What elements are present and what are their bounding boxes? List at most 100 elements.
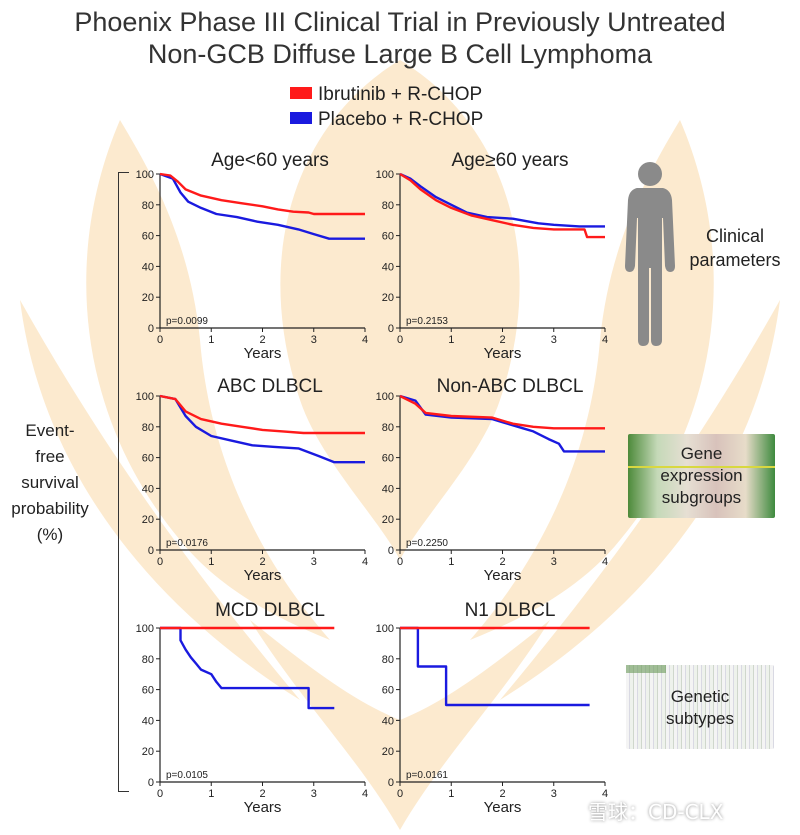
x-tick-label: 2 xyxy=(259,334,265,346)
survival-curve-ibrutinib xyxy=(159,394,365,435)
legend-swatch-red xyxy=(290,87,312,99)
heatmap-divider xyxy=(628,466,775,468)
survival-curve-placebo xyxy=(159,394,365,464)
x-tick-label: 2 xyxy=(499,788,505,800)
survival-curve-ibrutinib xyxy=(159,172,365,216)
gene-expression-heatmap-icon xyxy=(628,434,775,518)
y-tick-label: 40 xyxy=(382,261,394,273)
y-tick-label: 20 xyxy=(142,746,154,758)
side-label-line: parameters xyxy=(689,250,781,270)
survival-curve-placebo xyxy=(400,626,590,707)
x-tick-label: 4 xyxy=(602,788,608,800)
x-tick-label: 3 xyxy=(311,788,317,800)
p-value-annotation: p=0.0161 xyxy=(406,770,448,781)
x-tick-label: 4 xyxy=(602,334,608,346)
km-plot-n1: 0 20 40 60 80 100 0 1 2 3 4 Years p=0.0161 xyxy=(376,623,608,816)
x-tick-label: 3 xyxy=(311,556,317,568)
x-tick-label: 3 xyxy=(551,788,557,800)
matrix-block xyxy=(626,665,666,673)
x-tick-label: 2 xyxy=(499,334,505,346)
legend-item-placebo: Placebo + R-CHOP xyxy=(290,109,483,131)
survival-curve-ibrutinib xyxy=(399,394,605,430)
y-tick-label: 0 xyxy=(148,323,154,335)
p-value-annotation: p=0.0105 xyxy=(166,770,208,781)
y-tick-label: 20 xyxy=(382,292,394,304)
y-tick-label: 40 xyxy=(142,715,154,727)
x-tick-label: 0 xyxy=(157,334,163,346)
x-tick-label: 0 xyxy=(397,556,403,568)
km-plot-age-under-60: 0 20 40 60 80 100 0 1 2 3 4 Years p=0.0099 xyxy=(136,169,368,362)
km-plot-non-abc: 0 20 40 60 80 100 0 1 2 3 4 Years p=0.2250 xyxy=(376,391,608,584)
y-tick-label: 0 xyxy=(148,545,154,557)
x-axis-label: Years xyxy=(244,567,282,584)
y-tick-label: 0 xyxy=(148,777,154,789)
p-value-annotation: p=0.2250 xyxy=(406,538,448,549)
km-plot-mcd: 0 20 40 60 80 100 0 1 2 3 4 Years p=0.0105 xyxy=(136,623,368,816)
x-tick-label: 1 xyxy=(448,788,454,800)
side-label-line: Clinical xyxy=(705,226,765,246)
main-title-line1: Phoenix Phase III Clinical Trial in Prev… xyxy=(74,7,726,37)
panel-title-n1: N1 DLBCL xyxy=(464,600,556,621)
y-tick-label: 20 xyxy=(382,514,394,526)
y-tick-label: 80 xyxy=(142,654,154,666)
y-tick-label: 100 xyxy=(376,391,394,403)
x-axis-label: Years xyxy=(484,567,522,584)
x-tick-label: 3 xyxy=(551,334,557,346)
y-tick-label: 60 xyxy=(142,231,154,243)
y-tick-label: 100 xyxy=(376,623,394,635)
side-label-line: subtypes xyxy=(665,709,735,728)
survival-curve-placebo xyxy=(159,172,365,240)
p-value-annotation: p=0.2153 xyxy=(406,316,448,327)
x-axis-label: Years xyxy=(244,345,282,362)
side-label-line: subgroups xyxy=(661,488,742,507)
y-tick-label: 20 xyxy=(142,292,154,304)
y-tick-label: 80 xyxy=(142,200,154,212)
y-tick-label: 100 xyxy=(136,391,154,403)
main-title-line2: Non-GCB Diffuse Large B Cell Lymphoma xyxy=(147,39,653,69)
panel-title-age-under-60: Age<60 years xyxy=(211,150,329,171)
y-tick-label: 60 xyxy=(142,453,154,465)
y-tick-label: 0 xyxy=(388,323,394,335)
y-axis-label-line: free xyxy=(35,447,65,466)
side-label-line: Genetic xyxy=(670,687,730,706)
person-silhouette-icon xyxy=(625,162,675,346)
survival-curve-placebo xyxy=(160,626,335,710)
y-tick-label: 20 xyxy=(382,746,394,758)
x-tick-label: 0 xyxy=(397,788,403,800)
x-tick-label: 1 xyxy=(208,334,214,346)
panel-title-mcd: MCD DLBCL xyxy=(215,600,325,621)
genetic-subtypes-matrix-icon xyxy=(626,665,774,749)
y-tick-label: 0 xyxy=(388,777,394,789)
y-tick-label: 60 xyxy=(142,685,154,697)
x-tick-label: 2 xyxy=(259,556,265,568)
y-axis-bracket xyxy=(118,172,129,792)
y-tick-label: 60 xyxy=(382,231,394,243)
survival-curve-placebo xyxy=(399,172,605,228)
x-tick-label: 1 xyxy=(448,334,454,346)
panel-title-non-abc: Non-ABC DLBCL xyxy=(436,376,584,397)
legend-label-placebo: Placebo + R-CHOP xyxy=(318,109,484,130)
survival-curve-placebo xyxy=(399,394,605,453)
y-tick-label: 100 xyxy=(136,169,154,181)
y-tick-label: 80 xyxy=(382,654,394,666)
km-plot-age-over-60: 0 20 40 60 80 100 0 1 2 3 4 Years p=0.2153 xyxy=(376,169,608,362)
x-tick-label: 1 xyxy=(448,556,454,568)
legend-swatch-blue xyxy=(290,112,312,124)
survival-curve-ibrutinib xyxy=(399,172,605,239)
side-label-line: Gene xyxy=(680,444,723,463)
y-axis-label-line: probability xyxy=(11,499,89,518)
x-tick-label: 1 xyxy=(208,556,214,568)
x-tick-label: 2 xyxy=(259,788,265,800)
y-tick-label: 80 xyxy=(382,422,394,434)
x-axis-label: Years xyxy=(244,799,282,816)
y-tick-label: 40 xyxy=(142,261,154,273)
x-tick-label: 4 xyxy=(362,334,368,346)
p-value-annotation: p=0.0099 xyxy=(166,316,208,327)
y-tick-label: 40 xyxy=(142,483,154,495)
y-axis-label-line: (%) xyxy=(36,525,64,544)
x-tick-label: 1 xyxy=(208,788,214,800)
x-tick-label: 0 xyxy=(157,788,163,800)
x-tick-label: 0 xyxy=(157,556,163,568)
y-tick-label: 60 xyxy=(382,453,394,465)
y-tick-label: 100 xyxy=(136,623,154,635)
